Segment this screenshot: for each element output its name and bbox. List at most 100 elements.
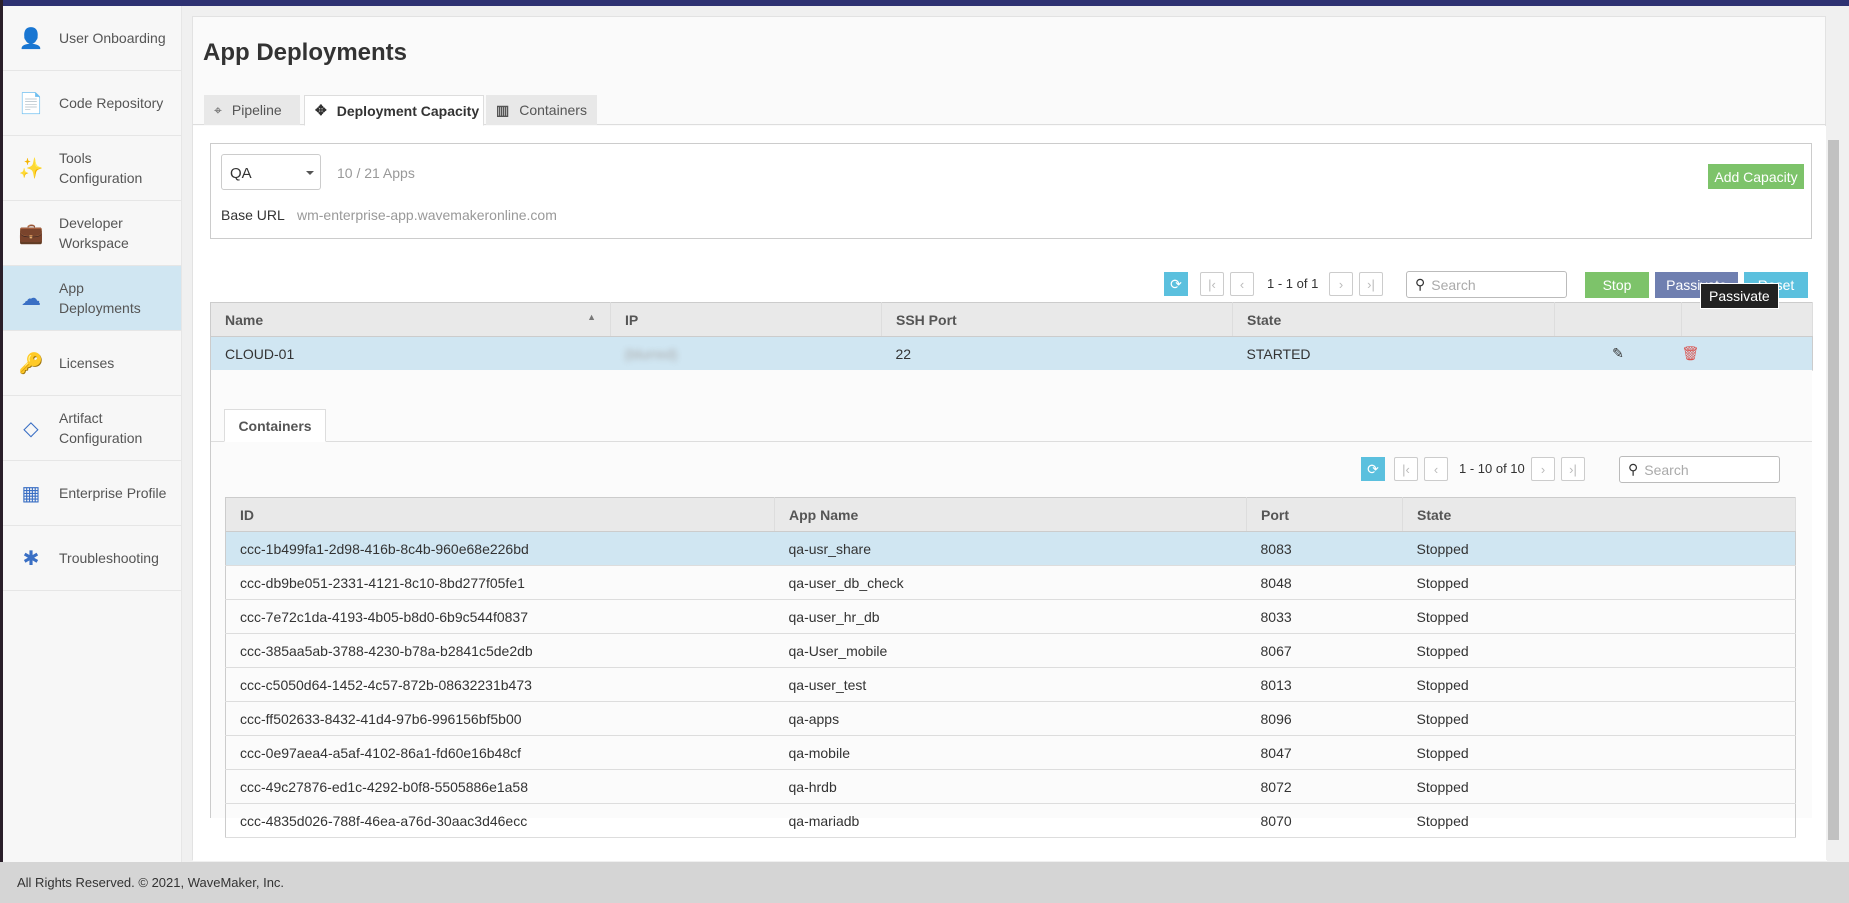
cell-id: ccc-0e97aea4-a5af-4102-86a1-fd60e16b48cf xyxy=(225,735,775,770)
cell-app: qa-user_hr_db xyxy=(774,599,1247,634)
containers-first-page-button[interactable]: |‹ xyxy=(1394,457,1418,481)
table-row[interactable]: CLOUD-01 (blurred) 22 STARTED ✎ 🗑 xyxy=(210,336,1813,371)
scrollbar[interactable] xyxy=(1826,124,1841,860)
capacity-panel: QA 10 / 21 Apps Base URL wm-enterprise-a… xyxy=(210,143,1812,239)
sidebar-item-user-onboarding[interactable]: 👤 User Onboarding xyxy=(3,6,181,71)
table-row[interactable]: ccc-db9be051-2331-4121-8c10-8bd277f05fe1… xyxy=(225,565,1796,600)
sidebar-item-code-repository[interactable]: 📄 Code Repository xyxy=(3,71,181,136)
building-icon: ▦ xyxy=(21,482,41,505)
sidebar-item-label: Artifact Configuration xyxy=(59,410,143,446)
next-page-button[interactable]: › xyxy=(1329,272,1353,296)
search-icon: ⚲ xyxy=(1415,276,1426,292)
top-bar xyxy=(0,0,1849,6)
cell-port: 8013 xyxy=(1246,667,1403,702)
sidebar-item-artifact-configuration[interactable]: ◇ Artifact Configuration xyxy=(3,396,181,461)
search-input[interactable]: ⚲ Search xyxy=(1406,271,1567,298)
base-url-label: Base URL xyxy=(221,207,285,223)
column-header-name[interactable]: Name ▲ xyxy=(210,302,611,337)
base-url-value: wm-enterprise-app.wavemakeronline.com xyxy=(297,207,557,223)
containers-refresh-button[interactable]: ⟳ xyxy=(1361,457,1385,481)
sidebar-item-tools-configuration[interactable]: ✨ Tools Configuration xyxy=(3,136,181,201)
diamond-icon: ◇ xyxy=(23,417,39,440)
cell-id: ccc-ff502633-8432-41d4-97b6-996156bf5b00 xyxy=(225,701,775,736)
cell-app: qa-User_mobile xyxy=(774,633,1247,668)
columns-icon: ▥ xyxy=(496,101,510,118)
tab-pipeline[interactable]: ⌖ Pipeline xyxy=(204,95,300,125)
table-header: Name ▲ IP SSH Port State xyxy=(210,302,1813,337)
column-header-ssh-port[interactable]: SSH Port xyxy=(881,302,1233,337)
cell-app: qa-mariadb xyxy=(774,803,1247,838)
column-header-port[interactable]: Port xyxy=(1246,497,1403,532)
first-page-button[interactable]: |‹ xyxy=(1200,272,1224,296)
sidebar-item-licenses[interactable]: 🔑 Licenses xyxy=(3,331,181,396)
cell-id: ccc-385aa5ab-3788-4230-b78a-b2841c5de2db xyxy=(225,633,775,668)
table-row[interactable]: ccc-1b499fa1-2d98-416b-8c4b-960e68e226bd… xyxy=(225,531,1796,566)
arrows-move-icon: ✥ xyxy=(315,102,327,118)
cell-id: ccc-c5050d64-1452-4c57-872b-08632231b473 xyxy=(225,667,775,702)
sidebar-item-label: Troubleshooting xyxy=(59,550,159,566)
table-row[interactable]: ccc-49c27876-ed1c-4292-b0f8-5505886e1a58… xyxy=(225,769,1796,804)
containers-next-page-button[interactable]: › xyxy=(1531,457,1555,481)
containers-table: ID App Name Port State ccc-1b499fa1-2d98… xyxy=(225,497,1796,838)
add-capacity-button[interactable]: Add Capacity xyxy=(1708,164,1804,189)
cell-app: qa-user_test xyxy=(774,667,1247,702)
column-header-id[interactable]: ID xyxy=(225,497,775,532)
key-icon: 🔑 xyxy=(18,352,44,375)
sidebar-item-label: Tools Configuration xyxy=(59,150,143,186)
last-page-button[interactable]: ›| xyxy=(1359,272,1383,296)
sidebar-item-developer-workspace[interactable]: 💼 Developer Workspace xyxy=(3,201,181,266)
delete-icon[interactable]: 🗑 xyxy=(1681,336,1813,371)
briefcase-icon: 💼 xyxy=(18,222,44,245)
user-icon: 👤 xyxy=(18,27,44,50)
tab-containers[interactable]: ▥ Containers xyxy=(486,95,597,125)
servers-table: Name ▲ IP SSH Port State CLOUD-01 (blurre… xyxy=(210,302,1813,371)
sidebar-item-app-deployments[interactable]: ☁ App Deployments xyxy=(3,266,181,331)
sidebar-item-troubleshooting[interactable]: ✱ Troubleshooting xyxy=(3,526,181,591)
sidebar-item-label: Enterprise Profile xyxy=(59,485,167,501)
sidebar-item-label: Code Repository xyxy=(59,95,164,111)
scrollbar-thumb[interactable] xyxy=(1828,140,1839,840)
page-title: App Deployments xyxy=(203,39,408,66)
tab-bar: ⌖ Pipeline ✥ Deployment Capacity ▥ Containe… xyxy=(193,95,1827,126)
search-icon: ⚲ xyxy=(1628,461,1639,477)
stop-button[interactable]: Stop xyxy=(1585,272,1649,298)
cell-state: Stopped xyxy=(1402,735,1796,770)
containers-prev-page-button[interactable]: ‹ xyxy=(1424,457,1448,481)
cell-ssh-port: 22 xyxy=(881,336,1233,371)
prev-page-button[interactable]: ‹ xyxy=(1230,272,1254,296)
cell-app: qa-mobile xyxy=(774,735,1247,770)
table-row[interactable]: ccc-385aa5ab-3788-4230-b78a-b2841c5de2db… xyxy=(225,633,1796,668)
tab-containers-detail[interactable]: Containers xyxy=(224,409,326,442)
column-header-ip[interactable]: IP xyxy=(610,302,882,337)
tab-content: QA 10 / 21 Apps Base URL wm-enterprise-a… xyxy=(193,126,1827,861)
cell-id: ccc-1b499fa1-2d98-416b-8c4b-960e68e226bd xyxy=(225,531,775,566)
cell-app: qa-user_db_check xyxy=(774,565,1247,600)
containers-search-input[interactable]: ⚲ Search xyxy=(1619,456,1780,483)
containers-pager-text: 1 - 10 of 10 xyxy=(1459,461,1525,476)
cell-port: 8047 xyxy=(1246,735,1403,770)
tab-deployment-capacity[interactable]: ✥ Deployment Capacity xyxy=(304,95,484,126)
column-header-state[interactable]: State xyxy=(1402,497,1796,532)
table-row[interactable]: ccc-ff502633-8432-41d4-97b6-996156bf5b00… xyxy=(225,701,1796,736)
pager-text: 1 - 1 of 1 xyxy=(1267,276,1319,291)
table-row[interactable]: ccc-0e97aea4-a5af-4102-86a1-fd60e16b48cf… xyxy=(225,735,1796,770)
sidebar-item-enterprise-profile[interactable]: ▦ Enterprise Profile xyxy=(3,461,181,526)
cell-app: qa-hrdb xyxy=(774,769,1247,804)
cell-port: 8083 xyxy=(1246,531,1403,566)
containers-last-page-button[interactable]: ›| xyxy=(1561,457,1585,481)
cell-state: Stopped xyxy=(1402,565,1796,600)
window-edge xyxy=(0,0,3,903)
environment-select[interactable]: QA xyxy=(221,154,321,190)
table-row[interactable]: ccc-c5050d64-1452-4c57-872b-08632231b473… xyxy=(225,667,1796,702)
column-header-app-name[interactable]: App Name xyxy=(774,497,1247,532)
table-row[interactable]: ccc-7e72c1da-4193-4b05-b8d0-6b9c544f0837… xyxy=(225,599,1796,634)
table-row[interactable]: ccc-4835d026-788f-46ea-a76d-30aac3d46ecc… xyxy=(225,803,1796,838)
cell-state: Stopped xyxy=(1402,531,1796,566)
column-header-state[interactable]: State xyxy=(1232,302,1555,337)
sort-asc-icon: ▲ xyxy=(587,311,596,322)
cell-port: 8033 xyxy=(1246,599,1403,634)
cell-port: 8070 xyxy=(1246,803,1403,838)
refresh-button[interactable]: ⟳ xyxy=(1164,272,1188,296)
cloud-upload-icon: ☁ xyxy=(21,287,41,310)
edit-icon[interactable]: ✎ xyxy=(1554,336,1682,371)
